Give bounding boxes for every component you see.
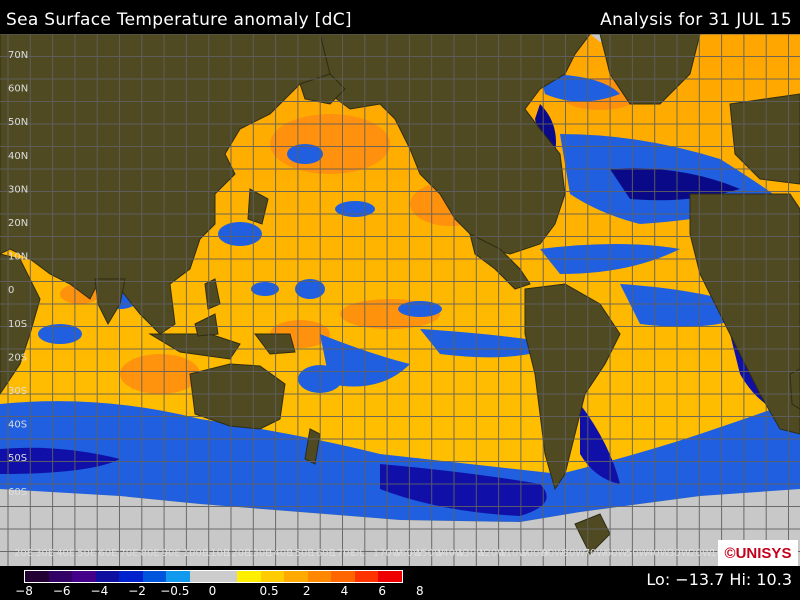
color-scale-tick-label: 6 (378, 584, 386, 598)
color-swatch (284, 571, 308, 582)
color-swatch (166, 571, 190, 582)
longitude-label: 50W (626, 548, 649, 559)
latitude-label: 40S (8, 420, 27, 431)
longitude-label: 40W (647, 548, 670, 559)
color-swatch (260, 571, 285, 582)
legend-bar: −8 −6 −4 −2 −0.5 0 0.5 2 4 6 8 Lo: −13.7 Hi: 10.3 (0, 566, 800, 600)
alaska-land (299, 73, 346, 105)
longitude-label: 150E (288, 548, 313, 559)
longitude-label: 80E (141, 548, 160, 559)
latitude-label: 40N (8, 151, 28, 162)
longitude-label: 130E (246, 548, 271, 559)
color-scale-tick-label: 2 (302, 584, 311, 598)
lo-hi-stats: Lo: −13.7 Hi: 10.3 (646, 570, 792, 589)
color-scale-tick-label: −0.5 (160, 584, 190, 598)
color-swatch (189, 571, 214, 582)
longitude-label: 160E (309, 548, 334, 559)
madagascar-land (789, 368, 800, 410)
color-swatch (331, 571, 355, 582)
color-scale-tick-label: 0 (208, 584, 217, 598)
color-swatch (142, 571, 167, 582)
longitude-label: 20E (14, 548, 33, 559)
longitude-label: 140W (436, 548, 465, 559)
latitude-label: 70N (8, 50, 28, 61)
color-swatch (237, 571, 261, 582)
longitude-label: 70E (120, 548, 139, 559)
longitude-label: 100E (183, 548, 208, 559)
latitude-label: 30N (8, 184, 28, 195)
longitude-label: 60E (98, 548, 117, 559)
color-swatch (378, 571, 402, 582)
color-swatch (307, 571, 332, 582)
longitude-label: 160W (394, 548, 423, 559)
latitude-label: 50N (8, 117, 28, 128)
color-scale-tick-label: −8 (15, 584, 33, 598)
unisys-logo: ©UNISYS (718, 540, 798, 566)
south-america-land (524, 283, 621, 491)
longitude-label: 170E (331, 548, 356, 559)
lat-lon-grid (0, 34, 800, 566)
longitude-labels: 20E 30E 40E 50E 60E 70E 80E 90E 100E110E120E130E… (14, 548, 733, 559)
longitude-label: 40E (56, 548, 75, 559)
longitude-label: 150W (415, 548, 444, 559)
color-swatch (48, 571, 73, 582)
map-title: Sea Surface Temperature anomaly [dC] (6, 10, 352, 30)
color-scale-ticks: −8 −6 −4 −2 −0.5 0 0.5 2 4 6 8 (15, 584, 424, 598)
latitude-label: 30S (8, 386, 27, 397)
latitude-label: 50S (8, 453, 27, 464)
color-scale-tick-label: −2 (128, 584, 146, 598)
longitude-label: 90W (542, 548, 565, 559)
longitude-label: 110E (204, 548, 229, 559)
color-swatch (354, 571, 379, 582)
longitude-label: 110W (499, 548, 528, 559)
longitude-label: 60W (605, 548, 628, 559)
longitude-label: 20W (689, 548, 712, 559)
australia-land (189, 363, 286, 430)
latitude-label: 10N (8, 252, 28, 263)
longitude-label: DL (352, 548, 366, 559)
longitude-label: 120W (478, 548, 507, 559)
latitude-label: 60S (8, 487, 27, 498)
color-swatch (95, 571, 120, 582)
longitude-label: 170W (373, 548, 402, 559)
longitude-label: 70W (584, 548, 607, 559)
longitude-label: 140E (267, 548, 292, 559)
central-america-land (469, 233, 531, 290)
title-bar: Sea Surface Temperature anomaly [dC] Ana… (0, 0, 800, 34)
color-swatch (25, 571, 49, 582)
latitude-label: 0 (8, 285, 14, 296)
color-scale-tick-label: 8 (416, 584, 424, 598)
longitude-label: 50E (77, 548, 96, 559)
new-zealand-land (304, 428, 321, 465)
latitude-label: 20N (8, 218, 28, 229)
color-scale-tick-label: −6 (52, 584, 71, 598)
longitude-label: 120E (225, 548, 250, 559)
color-scale-tick-label: 4 (340, 584, 349, 598)
color-swatch (213, 571, 238, 582)
longitude-label: 30W (668, 548, 691, 559)
latitude-labels: 70N 60N 50N 40N 30N 20N 10N 0 10S 20S 30S 40S 50S 60S (8, 50, 28, 498)
color-scale-tick-label: −4 (90, 584, 109, 598)
color-scale (24, 570, 403, 583)
longitude-label: 90E (162, 548, 181, 559)
latitude-label: 20S (8, 352, 27, 363)
sst-anomaly-map: 70N 60N 50N 40N 30N 20N 10N 0 10S 20S 30S 40S 50S 60S… (0, 34, 800, 566)
color-scale-tick-label: 0.5 (259, 584, 279, 598)
latitude-label: 60N (8, 84, 28, 95)
color-swatch (72, 571, 96, 582)
latitude-label: 10S (8, 319, 27, 330)
color-swatch (119, 571, 143, 582)
longitude-label: 130W (457, 548, 486, 559)
longitude-label: 30E (35, 548, 54, 559)
analysis-date: Analysis for 31 JUL 15 (600, 10, 792, 30)
longitude-label: 100W (520, 548, 549, 559)
longitude-label: 80W (563, 548, 586, 559)
